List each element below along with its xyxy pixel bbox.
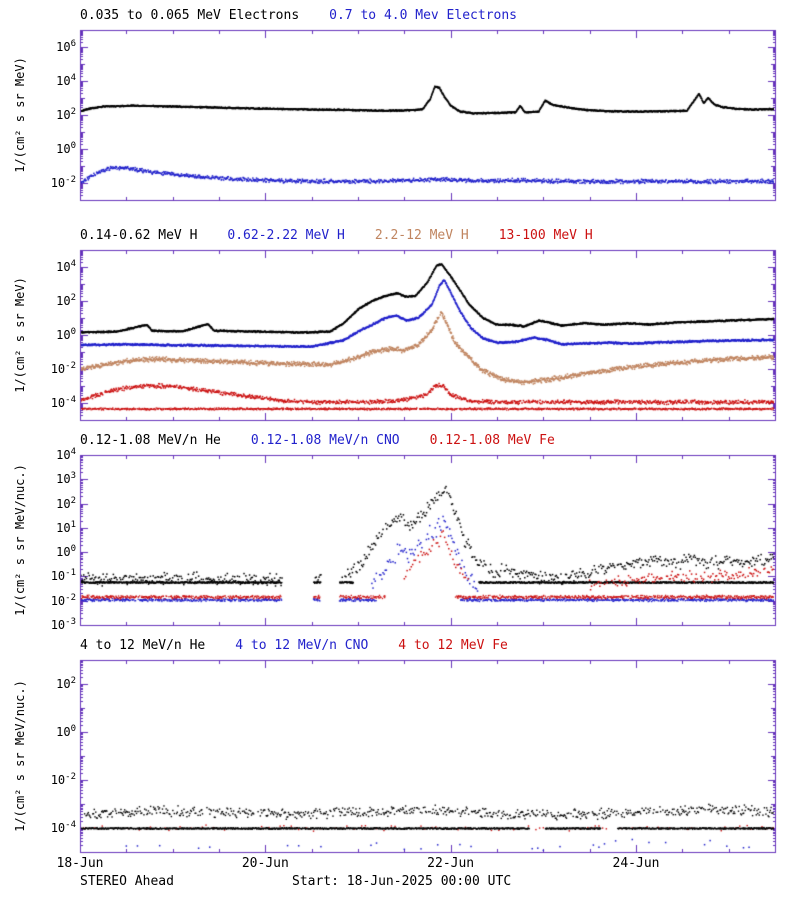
x-tick-label: 22-Jun: [427, 856, 475, 871]
panel-2-title: 0.14-0.62 MeV H 0.62-2.22 MeV H 2.2-12 MeV…: [80, 228, 623, 243]
y-axis-title: 1/(cm² s sr MeV/nuc.): [13, 464, 27, 616]
y-tick-label: 10-1: [50, 568, 76, 584]
y-axis-title: 1/(cm² s sr MeV): [13, 277, 27, 393]
panel-4-title: 4 to 12 MeV/n He 4 to 12 MeV/n CNO 4 to 12…: [80, 638, 538, 653]
y-tick-label: 106: [56, 39, 76, 54]
y-tick-label: 100: [56, 544, 76, 560]
y-axis-title: 1/(cm² s sr MeV): [13, 57, 27, 173]
y-tick-label: 103: [56, 471, 76, 487]
panel-title-segment: 13-100 MeV H: [498, 228, 593, 243]
panel-title-segment: 0.12-1.08 MeV/n He: [80, 433, 221, 448]
y-tick-label: 10-2: [50, 772, 76, 787]
y-tick-label: 100: [56, 327, 76, 342]
y-tick-label: 10-4: [50, 820, 76, 835]
y-tick-label: 102: [56, 495, 76, 511]
panel-title-segment: 0.7 to 4.0 Mev Electrons: [329, 8, 517, 23]
y-tick-label: 102: [56, 107, 76, 122]
x-tick-label: 18-Jun: [56, 856, 104, 871]
y-tick-label: 101: [56, 519, 76, 535]
panel-title-segment: 4 to 12 MeV/n He: [80, 638, 206, 653]
y-tick-label: 102: [56, 293, 76, 308]
panel-3-title: 0.12-1.08 MeV/n He 0.12-1.08 MeV/n CNO 0.1…: [80, 433, 585, 448]
panel-title-segment: 0.14-0.62 MeV H: [80, 228, 198, 243]
x-tick-label: 20-Jun: [241, 856, 289, 871]
panel-title-segment: 0.12-1.08 MeV/n CNO: [250, 433, 400, 448]
y-tick-label: 100: [56, 141, 76, 156]
panel-title-segment: 2.2-12 MeV H: [374, 228, 469, 243]
panel-title-segment: 0.035 to 0.065 MeV Electrons: [80, 8, 300, 23]
panel-title-segment: 4 to 12 MeV/n CNO: [235, 638, 369, 653]
panel-title-segment: 4 to 12 MeV Fe: [398, 638, 508, 653]
panel-title-segment: 0.12-1.08 MeV Fe: [429, 433, 555, 448]
y-tick-label: 104: [56, 73, 76, 88]
y-axis-title: 1/(cm² s sr MeV/nuc.): [13, 680, 27, 832]
y-tick-label: 10-2: [50, 175, 76, 190]
panel-title-segment: 0.62-2.22 MeV H: [227, 228, 345, 243]
y-tick-label: 10-2: [50, 592, 76, 608]
spacecraft-label: STEREO Ahead: [80, 874, 174, 889]
y-tick-label: 10-3: [50, 617, 76, 632]
y-tick-label: 104: [56, 259, 76, 274]
panel-1-title: 0.035 to 0.065 MeV Electrons 0.7 to 4.0 M…: [80, 8, 547, 23]
start-time-label: Start: 18-Jun-2025 00:00 UTC: [292, 874, 512, 889]
y-tick-label: 10-4: [50, 395, 76, 410]
y-tick-label: 104: [56, 447, 76, 462]
x-tick-label: 24-Jun: [612, 856, 660, 871]
y-tick-label: 10-2: [50, 361, 76, 376]
y-tick-label: 102: [56, 676, 76, 691]
y-tick-label: 100: [56, 724, 76, 739]
